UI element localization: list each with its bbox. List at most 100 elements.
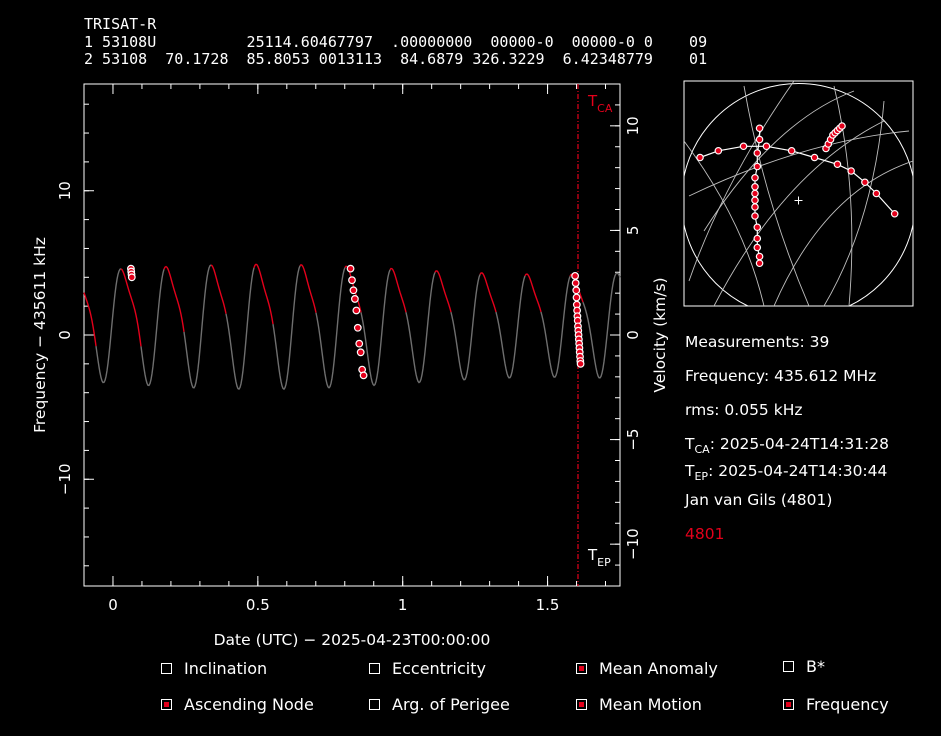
- measurement-point: [127, 273, 136, 282]
- checkbox-frequency[interactable]: Frequency: [783, 695, 889, 714]
- checkbox-ascending-node-label: Ascending Node: [184, 695, 314, 714]
- checkbox-ascending-node-box[interactable]: [161, 699, 172, 710]
- sky-pass-point: [753, 234, 762, 243]
- checkbox-eccentricity-label: Eccentricity: [392, 659, 486, 678]
- sky-pass-point: [755, 124, 764, 133]
- model-curve-visible: [479, 272, 497, 313]
- model-curve: [183, 264, 212, 389]
- sky-pass-point: [751, 189, 759, 198]
- tca-readout: TCA: 2025-04-24T14:31:28: [685, 435, 889, 456]
- checkbox-mean-motion[interactable]: Mean Motion: [576, 695, 702, 714]
- sky-track-arc: [823, 100, 885, 306]
- y-tick-label: 0: [56, 330, 74, 340]
- model-curve-visible: [163, 265, 185, 333]
- x-tick-label: 1.5: [536, 596, 560, 614]
- sky-pass-point: [751, 203, 759, 211]
- x-tick-label: 0: [108, 596, 118, 614]
- sky-pass-point: [810, 153, 819, 162]
- checkbox-arg-perigee-label: Arg. of Perigee: [392, 695, 510, 714]
- measurement-point: [572, 293, 581, 302]
- checkbox-bstar[interactable]: B*: [783, 657, 825, 676]
- y2-tick-label: 0: [624, 330, 642, 340]
- rms-readout: rms: 0.055 kHz: [685, 401, 803, 419]
- x-axis-label: Date (UTC) − 2025-04-23T00:00:00: [214, 631, 491, 649]
- sky-map[interactable]: [682, 80, 916, 318]
- y2-tick-label: −10: [624, 528, 642, 560]
- sky-track-arc: [688, 130, 910, 197]
- plot-frame: [83, 83, 621, 587]
- model-curve-visible: [299, 263, 317, 313]
- sky-track-arc: [833, 85, 853, 306]
- sky-pass-point: [739, 142, 748, 151]
- frequency-plot[interactable]: 0 0.5 1 1.5 −10 0 10 −10 −5 0 5 10 Frequency − 43561…: [31, 83, 669, 649]
- model-curve: [540, 276, 571, 378]
- measurement-point: [359, 371, 368, 380]
- y2-tick-label: 10: [624, 116, 642, 135]
- sky-pass-point: [751, 182, 759, 191]
- checkbox-ascending-node[interactable]: Ascending Node: [161, 695, 314, 714]
- x-tick-label: 0.5: [246, 596, 270, 614]
- model-curve: [405, 272, 436, 384]
- checkbox-arg-perigee-box[interactable]: [369, 699, 380, 710]
- sky-pass-point: [755, 252, 764, 261]
- tep-value: : 2025-04-24T14:30:44: [708, 462, 888, 480]
- measurement-point: [356, 348, 365, 357]
- model-curve-visible: [83, 292, 97, 347]
- checkbox-mean-motion-label: Mean Motion: [599, 695, 702, 714]
- model-curve-visible: [434, 270, 452, 313]
- y-tick-label: −10: [56, 463, 74, 495]
- checkbox-frequency-label: Frequency: [806, 695, 889, 714]
- measurement-point: [350, 295, 359, 303]
- checkbox-inclination-label: Inclination: [184, 659, 268, 678]
- sky-track-arc: [743, 85, 810, 306]
- checkbox-bstar-box[interactable]: [783, 661, 794, 672]
- observer-name: Jan van Gils (4801): [685, 491, 833, 509]
- measurement-point: [346, 264, 355, 273]
- sky-pass-point: [755, 259, 764, 268]
- sky-track-arc: [773, 160, 913, 306]
- checkbox-frequency-box[interactable]: [783, 699, 794, 710]
- sky-track-arc: [713, 120, 885, 306]
- sky-track-arc: [703, 90, 855, 232]
- tep-prefix: T: [685, 462, 695, 480]
- sky-pass-point: [838, 122, 846, 130]
- sky-pass-point: [787, 146, 796, 155]
- sky-track-arc: [688, 81, 795, 282]
- y2-tick-label: −5: [624, 429, 642, 451]
- measurement-point: [353, 323, 362, 332]
- y-axis-label: Frequency − 435611 kHz: [31, 237, 49, 433]
- checkbox-mean-anomaly[interactable]: Mean Anomaly: [576, 659, 718, 678]
- station-id[interactable]: 4801: [685, 525, 725, 543]
- model-curve: [140, 269, 165, 387]
- measurement-point: [349, 286, 358, 295]
- sky-pass-point: [762, 142, 771, 151]
- sky-pass-point: [861, 178, 869, 187]
- checkbox-mean-motion-box[interactable]: [576, 699, 587, 710]
- model-curve: [272, 265, 301, 391]
- checkbox-inclination-box[interactable]: [161, 663, 172, 674]
- y2-axis-label: Velocity (km/s): [651, 277, 669, 392]
- tle-name: TRISAT-R: [84, 15, 157, 33]
- tep-readout: TEP: 2025-04-24T14:30:44: [685, 462, 887, 483]
- horizon-circle: [684, 83, 913, 306]
- measurement-point: [348, 276, 356, 285]
- sky-pass-point: [751, 212, 759, 220]
- measurement-point: [355, 339, 364, 348]
- tca-label: TCA: [587, 92, 613, 115]
- sky-pass-point: [714, 146, 723, 155]
- checkbox-inclination[interactable]: Inclination: [161, 659, 267, 678]
- checkbox-eccentricity-box[interactable]: [369, 663, 380, 674]
- sky-pass-point: [833, 160, 842, 169]
- measurement-point: [571, 279, 580, 287]
- checkbox-arg-perigee[interactable]: Arg. of Perigee: [369, 695, 510, 714]
- x-tick-label: 1: [398, 596, 408, 614]
- sky-pass-point: [751, 173, 759, 182]
- model-curve-visible: [253, 263, 274, 325]
- checkbox-mean-anomaly-box[interactable]: [576, 663, 587, 674]
- measurement-point: [352, 306, 361, 315]
- tca-sub: CA: [694, 443, 710, 457]
- checkbox-eccentricity[interactable]: Eccentricity: [369, 659, 486, 678]
- sky-pass-point: [890, 209, 899, 218]
- sky-pass-point: [872, 189, 881, 198]
